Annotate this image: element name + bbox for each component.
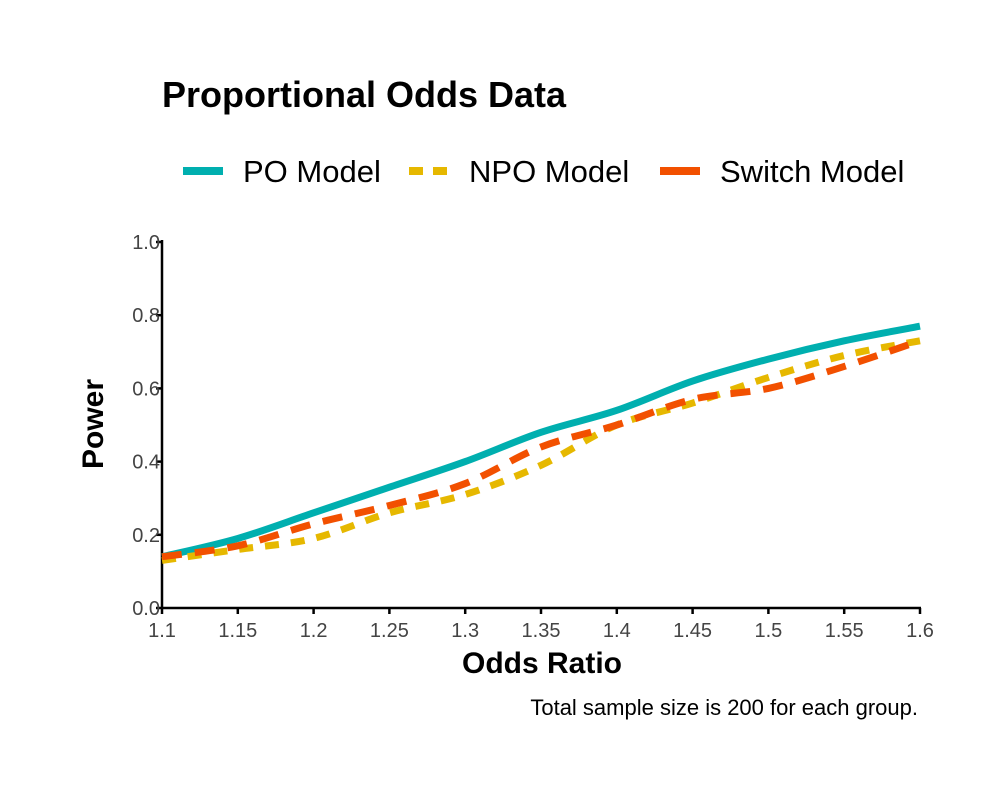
legend-label-po-model: PO Model [243, 154, 381, 189]
y-tick-label: 0.0 [132, 598, 160, 620]
x-tick-label: 1.1 [148, 620, 176, 642]
y-tick-label: 1.0 [132, 232, 160, 254]
y-tick-label: 0.4 [132, 452, 160, 474]
axes: 0.0 0.2 0.4 0.6 0.8 1.0 1.1 1.15 1.2 1.25 1.3 1.35 1… [132, 232, 934, 642]
x-tick-label: 1.25 [370, 620, 409, 642]
series-group [161, 322, 922, 564]
x-tick-label: 1.4 [603, 620, 631, 642]
y-tick-label: 0.8 [132, 305, 160, 327]
legend-label-npo-model: NPO Model [469, 154, 629, 189]
chart-caption: Total sample size is 200 for each group. [530, 695, 918, 720]
y-tick-label: 0.6 [132, 378, 160, 400]
series-line-po-model [161, 322, 921, 561]
y-axis-title: Power [77, 379, 110, 469]
chart-title: Proportional Odds Data [162, 74, 567, 115]
y-tick-label: 0.2 [132, 525, 160, 547]
series-line-npo-model [161, 337, 921, 564]
x-tick-label: 1.35 [522, 620, 561, 642]
x-tick-label: 1.2 [300, 620, 328, 642]
x-tick-label: 1.3 [451, 620, 479, 642]
x-tick-label: 1.55 [825, 620, 864, 642]
legend-label-switch-model: Switch Model [720, 154, 904, 189]
x-tick-label: 1.45 [673, 620, 712, 642]
x-tick-label: 1.15 [218, 620, 257, 642]
x-tick-label: 1.6 [906, 620, 934, 642]
legend: PO Model NPO Model Switch Model [183, 154, 904, 189]
x-axis-title: Odds Ratio [462, 647, 622, 680]
x-tick-label: 1.5 [754, 620, 782, 642]
series-line-switch-model [161, 337, 922, 561]
